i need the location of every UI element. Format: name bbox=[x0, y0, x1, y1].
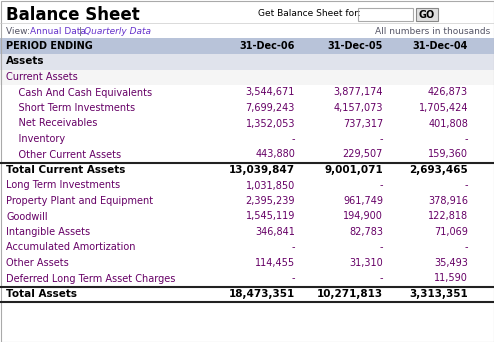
Text: 737,317: 737,317 bbox=[343, 118, 383, 129]
Text: 1,545,119: 1,545,119 bbox=[246, 211, 295, 222]
Text: Other Assets: Other Assets bbox=[6, 258, 69, 268]
Text: Other Current Assets: Other Current Assets bbox=[6, 149, 121, 159]
Text: 443,880: 443,880 bbox=[255, 149, 295, 159]
Text: 114,455: 114,455 bbox=[255, 258, 295, 268]
Text: -: - bbox=[379, 181, 383, 190]
Text: Assets: Assets bbox=[6, 56, 44, 66]
Text: View:: View: bbox=[6, 27, 33, 36]
Text: 31-Dec-06: 31-Dec-06 bbox=[240, 41, 295, 51]
Text: 378,916: 378,916 bbox=[428, 196, 468, 206]
Text: 31,310: 31,310 bbox=[349, 258, 383, 268]
Text: -: - bbox=[464, 134, 468, 144]
FancyBboxPatch shape bbox=[0, 54, 494, 69]
Text: 229,507: 229,507 bbox=[343, 149, 383, 159]
FancyBboxPatch shape bbox=[0, 38, 494, 54]
Text: Short Term Investments: Short Term Investments bbox=[6, 103, 135, 113]
Text: 1,705,424: 1,705,424 bbox=[418, 103, 468, 113]
Text: 3,313,351: 3,313,351 bbox=[409, 289, 468, 299]
Text: 122,818: 122,818 bbox=[428, 211, 468, 222]
Text: Balance Sheet: Balance Sheet bbox=[6, 6, 140, 24]
Text: GO: GO bbox=[419, 10, 435, 19]
Text: -: - bbox=[291, 274, 295, 284]
Text: -: - bbox=[464, 181, 468, 190]
Text: 961,749: 961,749 bbox=[343, 196, 383, 206]
Text: 13,039,847: 13,039,847 bbox=[229, 165, 295, 175]
Text: 31-Dec-05: 31-Dec-05 bbox=[328, 41, 383, 51]
Text: Intangible Assets: Intangible Assets bbox=[6, 227, 90, 237]
Text: 401,808: 401,808 bbox=[428, 118, 468, 129]
Text: PERIOD ENDING: PERIOD ENDING bbox=[6, 41, 93, 51]
Text: Long Term Investments: Long Term Investments bbox=[6, 181, 120, 190]
FancyBboxPatch shape bbox=[358, 8, 413, 21]
Text: 82,783: 82,783 bbox=[349, 227, 383, 237]
Text: -: - bbox=[291, 134, 295, 144]
Text: 2,693,465: 2,693,465 bbox=[409, 165, 468, 175]
Text: 3,877,174: 3,877,174 bbox=[333, 88, 383, 97]
Text: 3,544,671: 3,544,671 bbox=[246, 88, 295, 97]
Text: 1,352,053: 1,352,053 bbox=[246, 118, 295, 129]
Text: 10,271,813: 10,271,813 bbox=[317, 289, 383, 299]
Text: 11,590: 11,590 bbox=[434, 274, 468, 284]
Text: Total Current Assets: Total Current Assets bbox=[6, 165, 125, 175]
Text: Annual Data: Annual Data bbox=[30, 27, 86, 36]
Text: -: - bbox=[379, 134, 383, 144]
Text: Property Plant and Equipment: Property Plant and Equipment bbox=[6, 196, 153, 206]
Text: |: | bbox=[76, 27, 85, 36]
Text: 31-Dec-04: 31-Dec-04 bbox=[412, 41, 468, 51]
Text: 4,157,073: 4,157,073 bbox=[333, 103, 383, 113]
Text: 426,873: 426,873 bbox=[428, 88, 468, 97]
Text: Total Assets: Total Assets bbox=[6, 289, 77, 299]
Text: -: - bbox=[291, 242, 295, 252]
Text: Inventory: Inventory bbox=[6, 134, 65, 144]
Text: 9,001,071: 9,001,071 bbox=[324, 165, 383, 175]
Text: All numbers in thousands: All numbers in thousands bbox=[375, 27, 490, 36]
Text: -: - bbox=[379, 242, 383, 252]
Text: 194,900: 194,900 bbox=[343, 211, 383, 222]
Text: Accumulated Amortization: Accumulated Amortization bbox=[6, 242, 135, 252]
Text: 71,069: 71,069 bbox=[434, 227, 468, 237]
Text: Get Balance Sheet for:: Get Balance Sheet for: bbox=[258, 9, 361, 18]
Text: Goodwill: Goodwill bbox=[6, 211, 47, 222]
Text: 35,493: 35,493 bbox=[434, 258, 468, 268]
Text: Quarterly Data: Quarterly Data bbox=[84, 27, 151, 36]
FancyBboxPatch shape bbox=[416, 8, 438, 21]
Text: 346,841: 346,841 bbox=[255, 227, 295, 237]
Text: 159,360: 159,360 bbox=[428, 149, 468, 159]
Text: 18,473,351: 18,473,351 bbox=[229, 289, 295, 299]
Text: Cash And Cash Equivalents: Cash And Cash Equivalents bbox=[6, 88, 152, 97]
Text: 7,699,243: 7,699,243 bbox=[246, 103, 295, 113]
Text: Current Assets: Current Assets bbox=[6, 72, 78, 82]
Text: Net Receivables: Net Receivables bbox=[6, 118, 97, 129]
Text: Deferred Long Term Asset Charges: Deferred Long Term Asset Charges bbox=[6, 274, 175, 284]
Text: 1,031,850: 1,031,850 bbox=[246, 181, 295, 190]
FancyBboxPatch shape bbox=[0, 69, 494, 85]
Text: -: - bbox=[464, 242, 468, 252]
Text: 2,395,239: 2,395,239 bbox=[246, 196, 295, 206]
Text: -: - bbox=[379, 274, 383, 284]
